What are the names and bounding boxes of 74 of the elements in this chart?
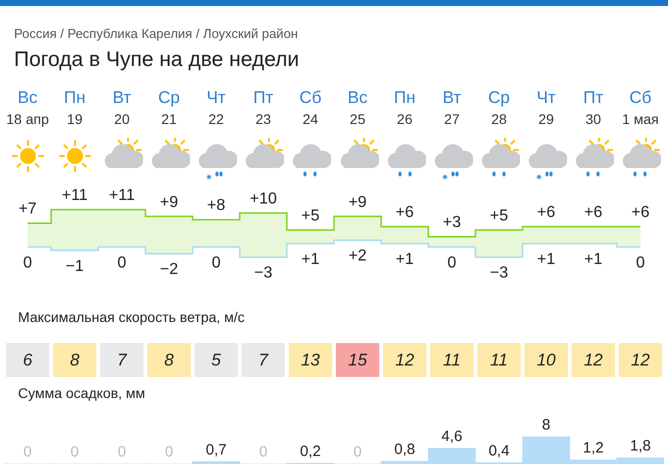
x-tick-label: Вт 20 bbox=[112, 88, 132, 127]
data-label: 0 bbox=[353, 444, 362, 461]
text: Россия / Республика Карелия / Лоухский район bbox=[14, 26, 298, 41]
data-label: 5 bbox=[211, 350, 222, 370]
data-label: +3 bbox=[442, 214, 462, 232]
data-label: +11 bbox=[108, 187, 135, 204]
data-label: 4,6 bbox=[441, 428, 462, 445]
data-label: +6 bbox=[537, 204, 556, 222]
chart-title: Погода в Чупе на две недели bbox=[14, 48, 300, 72]
data-label: 7 bbox=[117, 350, 128, 370]
x-tick-label: Ср 21 bbox=[158, 88, 180, 127]
data-label: +2 bbox=[348, 248, 367, 265]
x-tick-label: Чт 22 bbox=[206, 88, 226, 127]
x-tick-label: Вт 27 bbox=[442, 88, 462, 127]
data-label: +1 bbox=[301, 251, 320, 268]
data-label: 0 bbox=[118, 444, 126, 461]
data-label: 13 bbox=[300, 350, 320, 370]
data-label: 1,8 bbox=[630, 438, 651, 455]
data-label: 0 bbox=[447, 254, 456, 272]
x-tick-label: Ср 28 bbox=[488, 88, 510, 127]
data-label: 0 bbox=[70, 444, 79, 461]
data-label: 12 bbox=[584, 350, 604, 370]
data-label: 0 bbox=[636, 254, 645, 272]
data-label: 8 bbox=[542, 416, 550, 434]
data-label: 0,4 bbox=[488, 442, 510, 460]
data-label: 0 bbox=[164, 444, 174, 461]
data-label: 0,7 bbox=[206, 441, 227, 458]
chart-title: Сумма осадков, мм bbox=[18, 385, 146, 401]
data-label: +1 bbox=[584, 251, 603, 268]
data-label: +11 bbox=[62, 187, 88, 204]
data-label: +6 bbox=[584, 204, 603, 222]
data-label: +1 bbox=[396, 251, 414, 268]
data-label: 6 bbox=[22, 350, 33, 370]
data-label: +8 bbox=[207, 197, 226, 214]
data-label: +7 bbox=[18, 200, 37, 218]
x-tick-label: Сб 1 мая bbox=[622, 88, 659, 127]
data-label: 8 bbox=[70, 350, 80, 370]
data-label: +6 bbox=[396, 204, 414, 222]
x-tick-label: Вс 25 bbox=[348, 88, 368, 127]
data-label: 0,2 bbox=[300, 442, 321, 460]
x-tick-label: Пн 19 bbox=[64, 88, 86, 127]
data-label: −1 bbox=[66, 258, 84, 275]
x-tick-label: Сб 24 bbox=[299, 88, 322, 127]
data-label: 10 bbox=[536, 350, 556, 370]
data-label: +5 bbox=[301, 207, 320, 224]
data-label: 0 bbox=[259, 444, 268, 461]
data-label: 0 bbox=[212, 254, 221, 272]
data-label: 11 bbox=[443, 350, 461, 370]
data-label: 0 bbox=[23, 444, 32, 461]
x-tick-label: Пт 23 bbox=[253, 88, 274, 127]
data-label: +9 bbox=[160, 194, 178, 211]
data-label: +6 bbox=[631, 204, 650, 222]
data-label: 7 bbox=[258, 350, 269, 370]
x-tick-label: Пн 26 bbox=[394, 88, 416, 127]
x-tick-label: Чт 29 bbox=[536, 88, 556, 127]
data-label: 15 bbox=[348, 350, 368, 370]
x-tick-label: Пт 30 bbox=[583, 88, 604, 127]
data-label: −3 bbox=[254, 264, 273, 282]
text: Максимальная скорость ветра, м/с bbox=[18, 309, 245, 325]
data-label: 0 bbox=[117, 254, 126, 272]
data-label: +5 bbox=[490, 207, 508, 224]
data-label: 11 bbox=[490, 350, 508, 370]
data-label: +10 bbox=[250, 190, 277, 208]
data-label: 0,8 bbox=[394, 440, 416, 458]
data-label: 8 bbox=[164, 350, 174, 370]
x-tick-label: Вс 18 апр bbox=[6, 88, 50, 127]
data-label: −3 bbox=[490, 264, 508, 282]
data-label: −2 bbox=[160, 261, 178, 278]
data-label: 12 bbox=[395, 350, 415, 370]
data-label: 12 bbox=[630, 350, 650, 370]
data-label: 1,2 bbox=[582, 440, 604, 457]
data-label: 0 bbox=[23, 254, 32, 272]
data-label: +1 bbox=[537, 251, 556, 268]
data-label: +9 bbox=[348, 194, 367, 211]
